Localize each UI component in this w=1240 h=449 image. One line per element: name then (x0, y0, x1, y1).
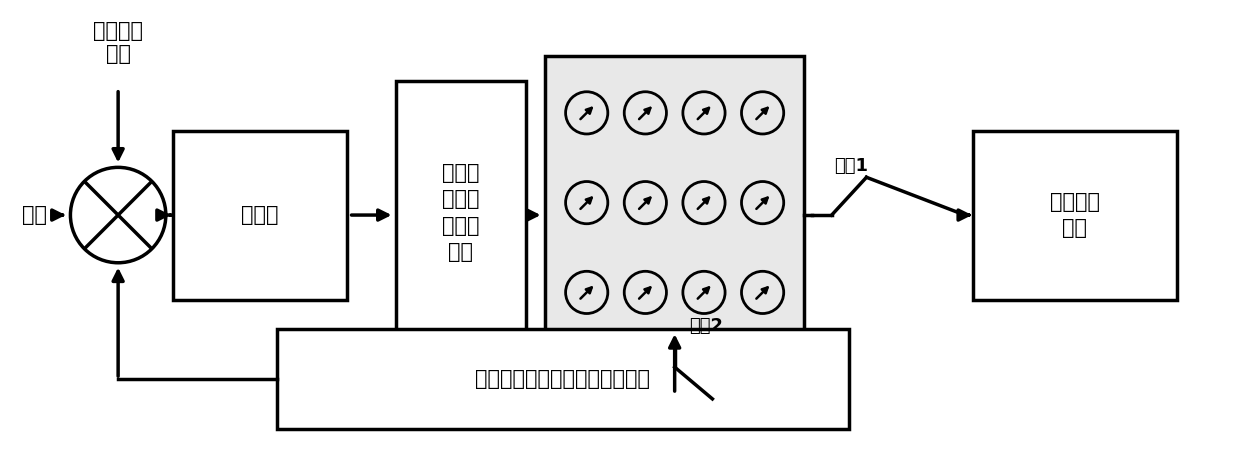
Text: 输入: 输入 (22, 205, 47, 225)
Text: 控制器: 控制器 (241, 205, 279, 225)
Text: 外部环境
干扰: 外部环境 干扰 (93, 21, 143, 65)
Bar (397, 81, 526, 344)
Bar (546, 56, 804, 349)
Bar (973, 131, 1177, 299)
Text: 原子自旋极化率的磁场调制测量: 原子自旋极化率的磁场调制测量 (475, 369, 650, 389)
Bar (172, 131, 347, 299)
Text: 开关1: 开关1 (833, 157, 868, 175)
Text: 开关2: 开关2 (689, 317, 724, 335)
Text: 激光频
率、功
率、方
位等: 激光频 率、功 率、方 位等 (443, 163, 480, 262)
Text: 超高精度
输出: 超高精度 输出 (1050, 192, 1100, 238)
Bar (277, 330, 848, 429)
